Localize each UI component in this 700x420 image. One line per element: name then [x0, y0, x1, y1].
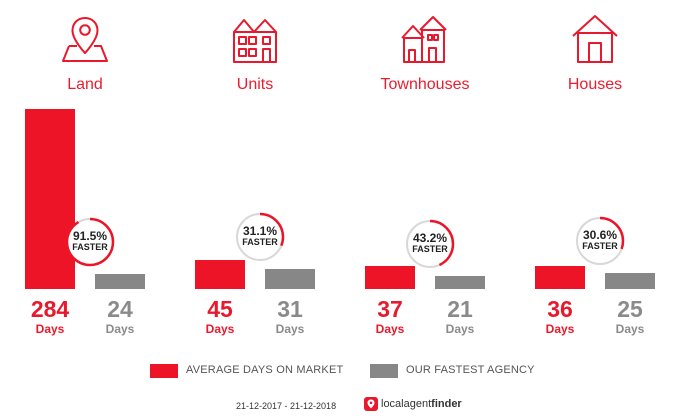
ring-progress — [65, 217, 115, 267]
unit-average-townhouses: Days — [375, 322, 405, 336]
brand-name: localagentfinder — [381, 398, 462, 410]
value-fastest-land: 24 — [107, 296, 133, 322]
unit-fastest-townhouses: Days — [445, 322, 475, 336]
legend-swatch-average — [150, 364, 178, 378]
category-label-land: Land — [67, 76, 103, 93]
faster-percent: 30.6% — [582, 228, 618, 243]
bar-fastest-land — [95, 273, 145, 289]
unit-average-land: Days — [35, 322, 65, 336]
faster-label: FASTER — [412, 243, 448, 254]
ring-progress — [235, 213, 285, 262]
legend-swatch-fastest — [370, 364, 398, 378]
bar-average-units — [195, 260, 245, 289]
units-building-icon — [230, 12, 280, 64]
category-label-units: Units — [236, 76, 274, 93]
faster-badge-land: 91.5% FASTER — [64, 216, 116, 268]
value-average-units: 45 — [207, 296, 233, 322]
faster-ring-land — [65, 217, 115, 267]
unit-average-houses: Days — [545, 322, 575, 336]
value-average-land: 284 — [30, 296, 70, 322]
faster-percent: 43.2% — [412, 230, 448, 245]
faster-ring-units — [235, 213, 285, 262]
faster-ring-houses — [575, 216, 625, 266]
category-label-houses: Houses — [567, 76, 623, 93]
faster-ring-townhouses — [405, 219, 455, 268]
date-range: 21-12-2017 - 21-12-2018 — [236, 401, 337, 411]
bar-average-townhouses — [365, 265, 415, 289]
value-fastest-townhouses: 21 — [447, 296, 473, 322]
faster-label: FASTER — [582, 241, 618, 252]
bar-fastest-townhouses — [435, 275, 485, 289]
map-pin-icon — [60, 12, 110, 64]
unit-fastest-land: Days — [105, 322, 135, 336]
ring-progress — [405, 219, 455, 268]
value-fastest-houses: 25 — [617, 296, 643, 322]
bar-fastest-units — [265, 269, 315, 289]
bar-fastest-houses — [605, 273, 655, 289]
unit-fastest-houses: Days — [615, 322, 645, 336]
townhouses-icon — [400, 12, 450, 64]
faster-label: FASTER — [242, 237, 278, 248]
category-label-townhouses: Townhouses — [380, 76, 470, 93]
ring-progress — [575, 216, 625, 266]
legend-label-average: AVERAGE DAYS ON MARKET — [186, 364, 344, 376]
house-icon — [570, 12, 620, 64]
faster-badge-houses: 30.6% FASTER — [574, 215, 626, 267]
brand-name-light: localagent — [381, 398, 432, 410]
bar-average-houses — [535, 266, 585, 289]
localagentfinder-logo-icon — [364, 397, 378, 411]
unit-fastest-units: Days — [275, 322, 305, 336]
faster-badge-townhouses: 43.2% FASTER — [404, 218, 456, 270]
faster-badge-units: 31.1% FASTER — [234, 211, 286, 263]
value-average-townhouses: 37 — [377, 296, 403, 322]
bar-average-land — [25, 109, 75, 289]
unit-average-units: Days — [205, 322, 235, 336]
faster-percent: 31.1% — [242, 224, 278, 239]
legend-label-fastest: OUR FASTEST AGENCY — [406, 364, 535, 376]
value-fastest-units: 31 — [277, 296, 303, 322]
faster-percent: 91.5% — [72, 228, 108, 243]
value-average-houses: 36 — [547, 296, 573, 322]
faster-label: FASTER — [72, 241, 108, 252]
brand-name-bold: finder — [431, 398, 462, 410]
